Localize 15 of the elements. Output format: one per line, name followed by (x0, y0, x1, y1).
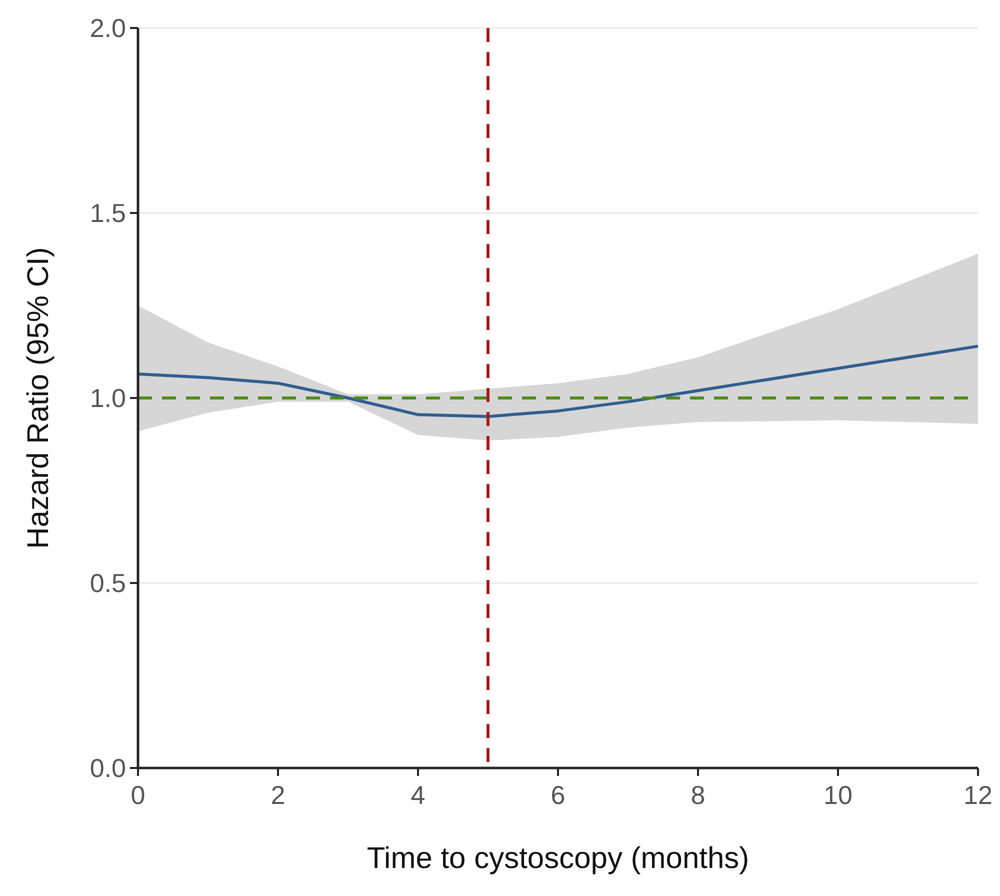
x-tick-label: 2 (270, 780, 286, 810)
x-tick-label: 0 (130, 780, 146, 810)
x-axis-title: Time to cystoscopy (months) (366, 842, 750, 875)
y-tick-label: 2.0 (90, 13, 126, 44)
x-tick-label: 12 (964, 780, 992, 810)
y-axis-title: Hazard Ratio (95% CI) (22, 247, 55, 549)
x-tick-label: 4 (410, 780, 426, 810)
line-series (136, 344, 980, 418)
x-tick-label: 6 (550, 780, 566, 810)
y-tick-label: 0.0 (90, 753, 126, 784)
y-tick-label: 1.5 (90, 198, 126, 228)
y-tick-label: 1.0 (90, 383, 126, 414)
x-tick-label: 10 (824, 780, 852, 810)
y-tick-label: 0.5 (90, 568, 126, 598)
x-tick-label: 8 (690, 780, 706, 810)
